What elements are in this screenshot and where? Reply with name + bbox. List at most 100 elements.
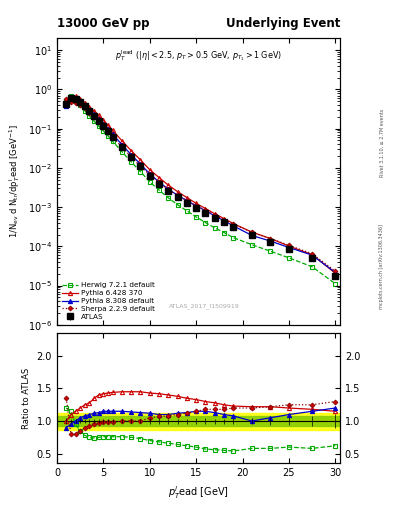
Bar (57, 413, 340, 430)
Pythia 8.308 default (101, 121, 106, 127)
Herwig 7.2.1 default (68, 93, 73, 99)
Pythia 6.428 370 (286, 243, 291, 249)
Line: Herwig 7.2.1 default: Herwig 7.2.1 default (64, 94, 337, 286)
Pythia 8.308 default (166, 186, 171, 193)
Pythia 8.308 default (96, 116, 101, 122)
Pythia 8.308 default (184, 198, 189, 204)
Herwig 7.2.1 default (101, 128, 106, 134)
Sherpa 2.2.9 default (96, 119, 101, 125)
Pythia 6.428 370 (203, 205, 208, 211)
Sherpa 2.2.9 default (175, 193, 180, 199)
Herwig 7.2.1 default (119, 148, 124, 155)
Sherpa 2.2.9 default (268, 236, 273, 242)
Pythia 8.308 default (106, 126, 110, 132)
Pythia 8.308 default (129, 152, 134, 158)
Pythia 6.428 370 (101, 117, 106, 123)
Herwig 7.2.1 default (138, 168, 143, 175)
Pythia 8.308 default (231, 223, 236, 229)
Sherpa 2.2.9 default (83, 105, 87, 111)
Pythia 8.308 default (286, 244, 291, 250)
Herwig 7.2.1 default (78, 102, 83, 108)
Pythia 6.428 370 (119, 138, 124, 144)
Sherpa 2.2.9 default (231, 221, 236, 227)
Pythia 6.428 370 (231, 221, 236, 227)
Line: Sherpa 2.2.9 default: Sherpa 2.2.9 default (64, 97, 337, 273)
Pythia 6.428 370 (212, 210, 217, 217)
Pythia 8.308 default (92, 111, 96, 117)
Pythia 6.428 370 (222, 216, 226, 222)
Herwig 7.2.1 default (184, 208, 189, 214)
Sherpa 2.2.9 default (64, 96, 69, 102)
Herwig 7.2.1 default (110, 138, 115, 144)
Text: ATLAS_2017_I1509919: ATLAS_2017_I1509919 (169, 304, 239, 309)
Pythia 8.308 default (194, 203, 198, 209)
Herwig 7.2.1 default (333, 281, 338, 287)
Legend: Herwig 7.2.1 default, Pythia 6.428 370, Pythia 8.308 default, Sherpa 2.2.9 defau: Herwig 7.2.1 default, Pythia 6.428 370, … (61, 281, 156, 321)
Pythia 8.308 default (268, 238, 273, 244)
Pythia 6.428 370 (110, 127, 115, 134)
Pythia 8.308 default (64, 103, 69, 109)
Pythia 6.428 370 (73, 93, 78, 99)
Sherpa 2.2.9 default (194, 203, 198, 209)
Sherpa 2.2.9 default (222, 217, 226, 223)
Herwig 7.2.1 default (286, 255, 291, 261)
Sherpa 2.2.9 default (110, 134, 115, 140)
Pythia 8.308 default (147, 171, 152, 177)
Herwig 7.2.1 default (73, 97, 78, 103)
Sherpa 2.2.9 default (92, 114, 96, 120)
Text: 13000 GeV pp: 13000 GeV pp (57, 17, 149, 30)
Sherpa 2.2.9 default (73, 99, 78, 105)
Sherpa 2.2.9 default (101, 123, 106, 130)
Pythia 8.308 default (175, 192, 180, 198)
Text: mcplots.cern.ch [arXiv:1306.3436]: mcplots.cern.ch [arXiv:1306.3436] (380, 224, 384, 309)
Herwig 7.2.1 default (310, 264, 314, 270)
Pythia 8.308 default (87, 106, 92, 113)
Pythia 6.428 370 (83, 99, 87, 105)
Pythia 8.308 default (222, 218, 226, 224)
Pythia 8.308 default (310, 252, 314, 258)
Pythia 6.428 370 (157, 175, 162, 181)
Sherpa 2.2.9 default (212, 212, 217, 218)
Sherpa 2.2.9 default (119, 144, 124, 150)
Pythia 8.308 default (119, 142, 124, 148)
Sherpa 2.2.9 default (184, 198, 189, 204)
Pythia 8.308 default (68, 96, 73, 102)
Pythia 8.308 default (333, 269, 338, 275)
Line: Pythia 6.428 370: Pythia 6.428 370 (64, 94, 337, 275)
Pythia 6.428 370 (106, 122, 110, 128)
Herwig 7.2.1 default (147, 179, 152, 185)
Sherpa 2.2.9 default (147, 172, 152, 178)
Pythia 6.428 370 (310, 251, 314, 258)
Herwig 7.2.1 default (157, 187, 162, 193)
Sherpa 2.2.9 default (333, 268, 338, 274)
Pythia 8.308 default (73, 96, 78, 102)
Sherpa 2.2.9 default (129, 154, 134, 160)
Pythia 6.428 370 (78, 96, 83, 102)
Bar (57, 416, 340, 425)
Pythia 6.428 370 (268, 236, 273, 242)
Pythia 8.308 default (157, 179, 162, 185)
Herwig 7.2.1 default (106, 133, 110, 139)
Herwig 7.2.1 default (250, 242, 254, 248)
Pythia 6.428 370 (147, 166, 152, 173)
Sherpa 2.2.9 default (68, 99, 73, 105)
Herwig 7.2.1 default (203, 220, 208, 226)
Sherpa 2.2.9 default (250, 229, 254, 236)
Pythia 6.428 370 (68, 94, 73, 100)
Pythia 6.428 370 (194, 200, 198, 206)
Sherpa 2.2.9 default (203, 207, 208, 213)
Pythia 6.428 370 (175, 188, 180, 195)
Line: Pythia 8.308 default: Pythia 8.308 default (64, 97, 337, 274)
Pythia 8.308 default (138, 161, 143, 167)
Pythia 6.428 370 (129, 147, 134, 154)
Sherpa 2.2.9 default (166, 186, 171, 193)
Herwig 7.2.1 default (212, 225, 217, 231)
Sherpa 2.2.9 default (87, 110, 92, 116)
Sherpa 2.2.9 default (78, 102, 83, 108)
Herwig 7.2.1 default (83, 108, 87, 114)
X-axis label: $p_T^l$ead [GeV]: $p_T^l$ead [GeV] (168, 484, 229, 501)
Text: Underlying Event: Underlying Event (226, 17, 340, 30)
Herwig 7.2.1 default (64, 98, 69, 104)
Pythia 6.428 370 (250, 229, 254, 235)
Herwig 7.2.1 default (129, 159, 134, 165)
